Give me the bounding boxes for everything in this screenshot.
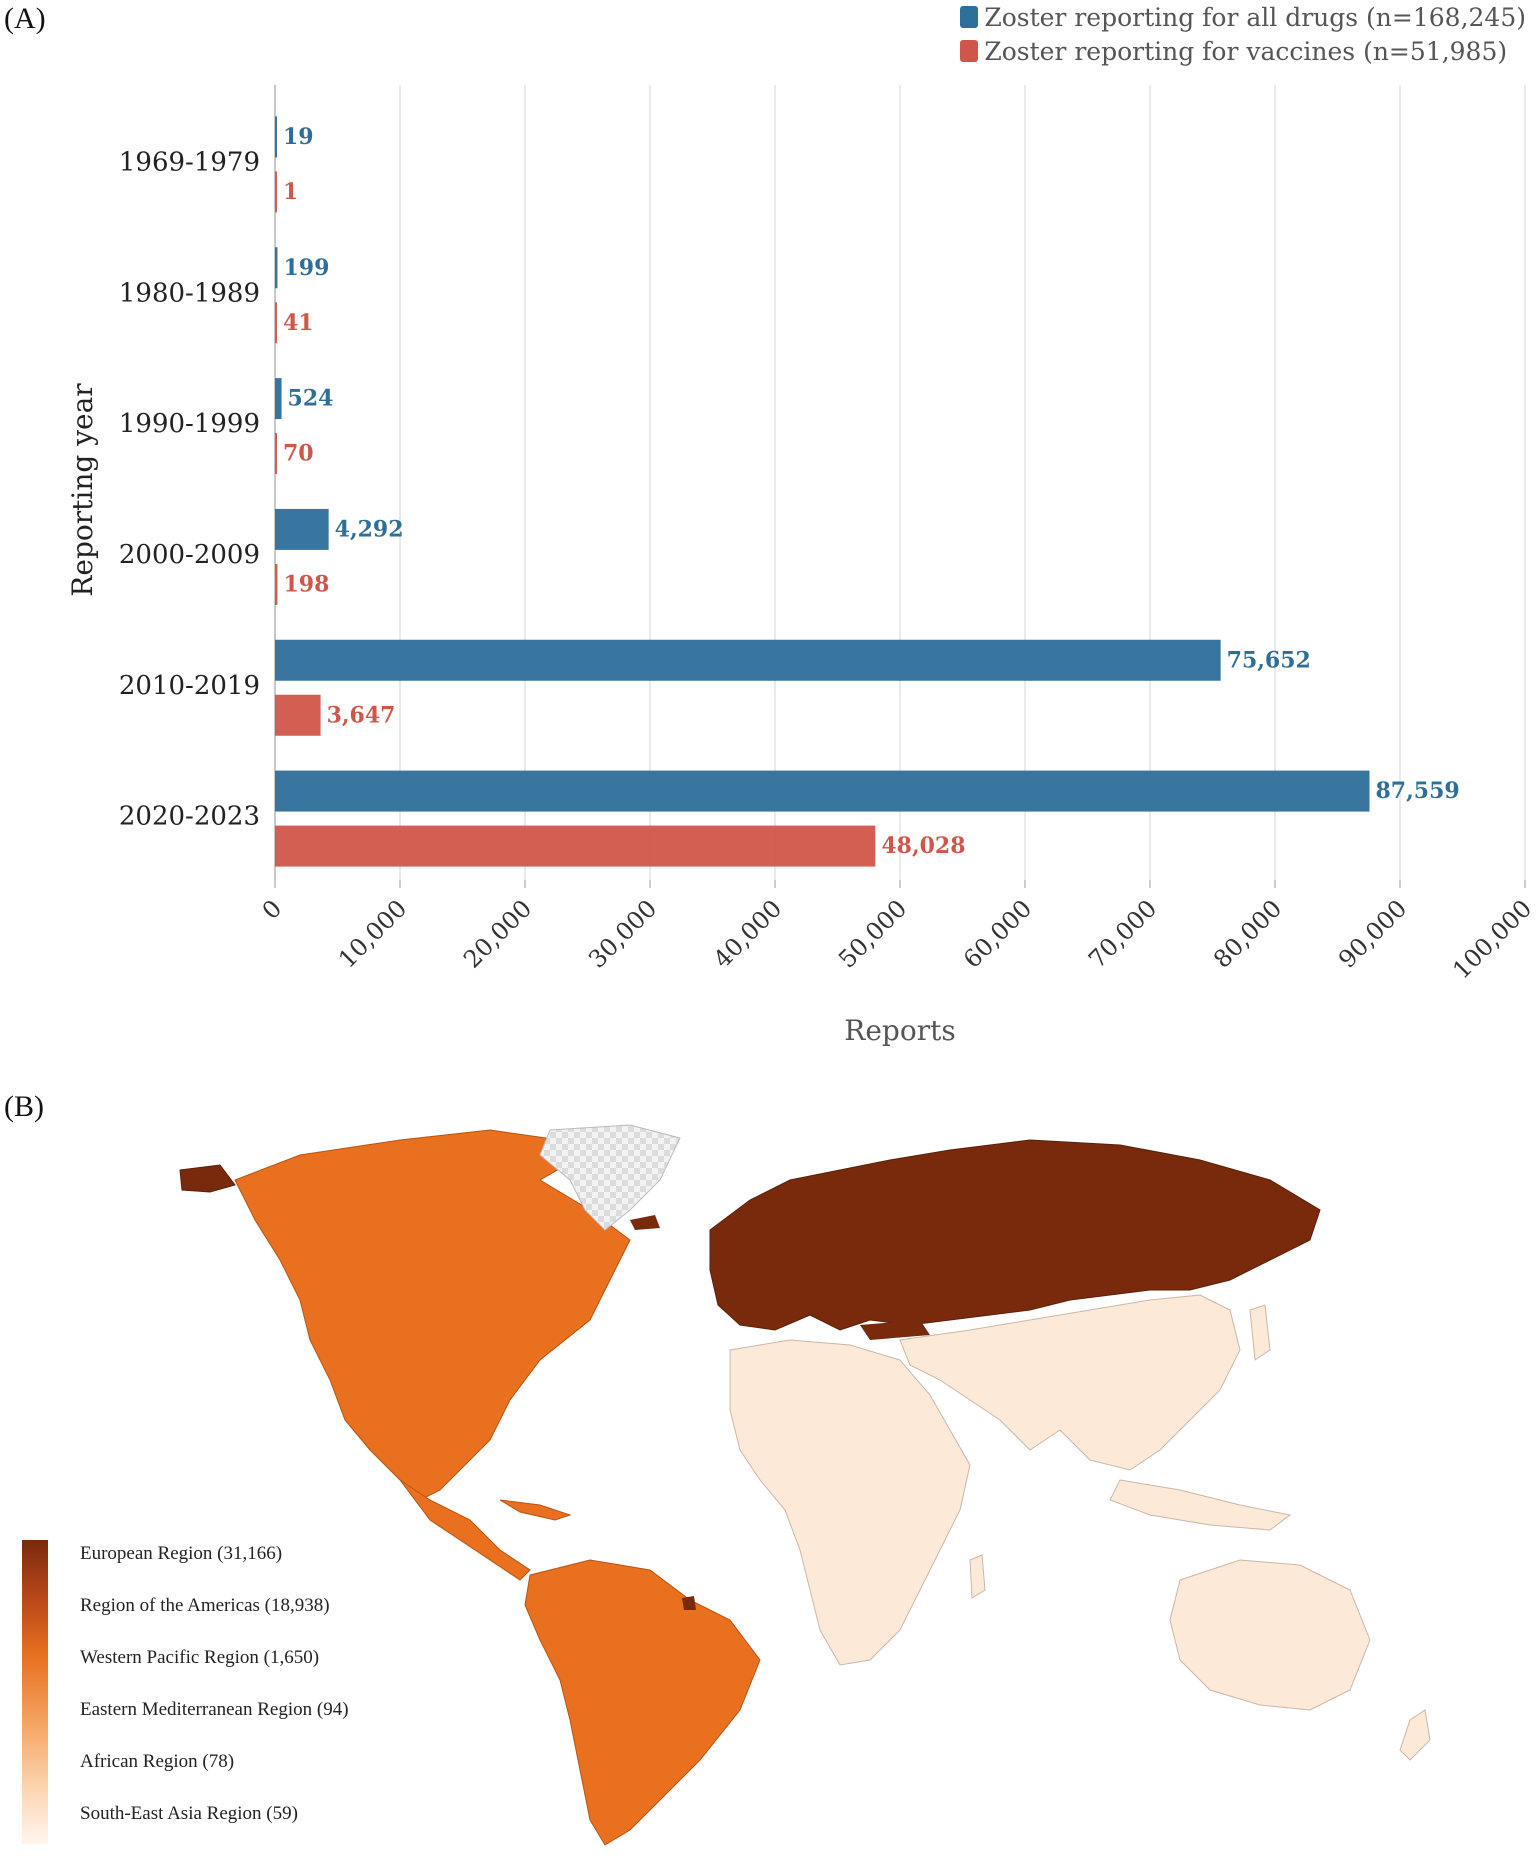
greenland-shape (539, 1124, 681, 1231)
region-legend-european: European Region (31,166) (80, 1543, 283, 1564)
x-tick-label: 90,000 (1333, 894, 1412, 973)
asia-shape (899, 1294, 1241, 1471)
bar-all-drugs (275, 639, 1221, 681)
turkey-shape (860, 1320, 930, 1340)
data-label: 70 (283, 441, 314, 467)
bar-vaccines (275, 563, 278, 605)
category-label: 1990-1999 (119, 409, 260, 439)
bar-vaccines (275, 171, 277, 213)
africa-shape (729, 1339, 971, 1666)
category-label: 1980-1989 (119, 278, 260, 308)
madagascar-shape (969, 1554, 986, 1599)
north-america-shape (234, 1129, 631, 1501)
legend-label-vaccines: Zoster reporting for vaccines (n=51,985) (984, 36, 1508, 66)
legend-swatch-vaccines (960, 40, 979, 62)
japan-shape (1249, 1304, 1271, 1361)
category-label: 1969-1979 (119, 147, 260, 177)
bar-vaccines (275, 302, 277, 344)
data-label: 3,647 (327, 702, 396, 728)
uk-shape (710, 1232, 730, 1260)
new-zealand-shape (1399, 1709, 1431, 1761)
region-legend-african: African Region (78) (80, 1751, 235, 1772)
chart-legend: Zoster reporting for all drugs (n=168,24… (960, 0, 1526, 68)
caribbean-shape (499, 1499, 572, 1521)
data-label: 48,028 (881, 833, 965, 859)
x-tick-label: 10,000 (333, 894, 412, 973)
data-label: 524 (288, 386, 334, 412)
legend-item-vaccines: Zoster reporting for vaccines (n=51,985) (960, 34, 1526, 68)
central-america-shape (399, 1479, 531, 1581)
bar-vaccines (275, 825, 876, 867)
data-label: 87,559 (1375, 778, 1459, 804)
data-label: 75,652 (1227, 647, 1311, 673)
australia-shape (1169, 1559, 1371, 1711)
x-tick-label: 70,000 (1083, 894, 1162, 973)
bar-vaccines (275, 433, 277, 475)
legend-label-all-drugs: Zoster reporting for all drugs (n=168,24… (984, 2, 1526, 32)
bar-all-drugs (275, 378, 282, 420)
region-legend-western-pacific: Western Pacific Region (1,650) (80, 1647, 320, 1668)
category-label: 2020-2023 (119, 802, 260, 832)
world-map (70, 1120, 1510, 1860)
y-axis-title: Reporting year (66, 383, 99, 597)
x-axis-title: Reports (844, 1014, 955, 1047)
category-label: 2010-2019 (119, 671, 260, 701)
x-tick-label: 100,000 (1447, 894, 1536, 984)
data-label: 19 (283, 124, 314, 150)
bar-chart: 0 10,000 20,000 30,000 40,000 50,000 60,000 70,… (66, 85, 1536, 1047)
x-tick-label: 50,000 (833, 894, 912, 973)
bar-vaccines (275, 694, 321, 736)
x-tick-label: 0 (257, 894, 288, 925)
region-legend-americas: Region of the Americas (18,938) (80, 1595, 330, 1616)
bar-all-drugs (275, 770, 1370, 812)
europe-russia-shape (709, 1139, 1321, 1331)
panel-a-label: (A) (4, 2, 46, 35)
south-america-shape (524, 1559, 761, 1846)
x-tick-label: 30,000 (583, 894, 662, 973)
data-label: 4,292 (335, 516, 404, 542)
x-tick-label: 20,000 (458, 894, 537, 973)
alaska-shape (179, 1164, 236, 1193)
category-label: 2000-2009 (119, 540, 260, 570)
french-guiana-shape (682, 1596, 696, 1610)
x-tick-label: 40,000 (708, 894, 787, 973)
bar-all-drugs (275, 247, 278, 289)
data-label: 41 (283, 310, 314, 336)
iceland-shape (630, 1215, 660, 1230)
bar-all-drugs (275, 116, 277, 158)
legend-swatch-all-drugs (960, 6, 979, 28)
panel-b-label: (B) (4, 1090, 44, 1123)
x-tick-label: 80,000 (1208, 894, 1287, 973)
region-legend-south-east-asia: South-East Asia Region (59) (80, 1803, 298, 1824)
x-tick-label: 60,000 (958, 894, 1037, 973)
data-label: 198 (283, 571, 329, 597)
region-legend: European Region (31,166) Region of the A… (80, 1540, 349, 1852)
bar-all-drugs (275, 508, 329, 550)
legend-item-all-drugs: Zoster reporting for all drugs (n=168,24… (960, 0, 1526, 34)
color-scale-bar (22, 1540, 48, 1844)
data-label: 199 (283, 255, 329, 281)
region-legend-eastern-mediterranean: Eastern Mediterranean Region (94) (80, 1699, 349, 1720)
data-label: 1 (283, 179, 298, 205)
southeast-asia-shape (1109, 1479, 1292, 1531)
